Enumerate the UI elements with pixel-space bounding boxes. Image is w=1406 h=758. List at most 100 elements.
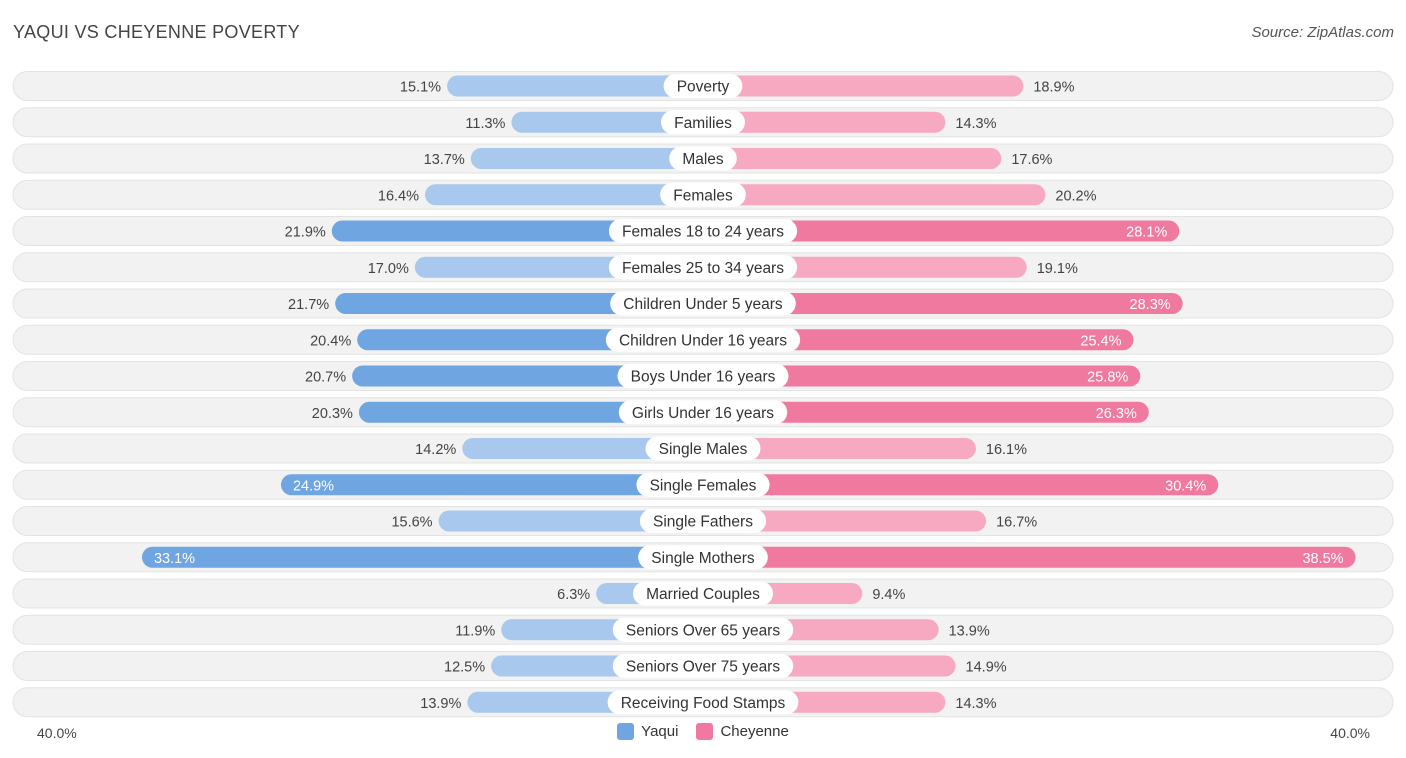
category-label-seniors-over-75-years: Seniors Over 75 years: [626, 659, 780, 676]
chart-title: YAQUI VS CHEYENNE POVERTY: [13, 22, 300, 42]
category-pill-single-males: [645, 436, 761, 461]
value-yaqui-receiving-food-stamps: 13.9%: [420, 696, 461, 712]
bar-cheyenne-boys-under-16-years: [703, 365, 1141, 387]
axis-left-label: 40.0%: [37, 725, 77, 741]
value-yaqui-boys-under-16-years: 20.7%: [305, 370, 346, 386]
bar-cheyenne-females: [703, 184, 1046, 206]
category-label-girls-under-16-years: Girls Under 16 years: [632, 405, 774, 422]
bar-cheyenne-girls-under-16-years: [703, 401, 1149, 423]
category-label-single-fathers: Single Fathers: [653, 514, 753, 531]
value-cheyenne-single-males: 16.1%: [986, 442, 1027, 458]
category-pill-receiving-food-stamps: [607, 690, 799, 715]
bar-yaqui-boys-under-16-years: [352, 365, 703, 387]
value-yaqui-single-females: 24.9%: [293, 478, 334, 494]
bar-yaqui-single-fathers: [438, 510, 703, 532]
category-label-females-18-to-24-years: Females 18 to 24 years: [622, 224, 784, 241]
value-cheyenne-single-females: 30.4%: [1165, 478, 1206, 494]
value-yaqui-females-25-to-34-years: 17.0%: [368, 261, 409, 277]
legend-item-cheyenne[interactable]: Cheyenne: [696, 723, 789, 740]
value-cheyenne-females-25-to-34-years: 19.1%: [1037, 261, 1078, 277]
category-label-boys-under-16-years: Boys Under 16 years: [631, 369, 776, 386]
category-pill-children-under-16-years: [605, 327, 801, 352]
category-pill-boys-under-16-years: [617, 364, 789, 388]
value-cheyenne-poverty: 18.9%: [1033, 80, 1074, 96]
value-yaqui-single-males: 14.2%: [415, 442, 456, 458]
category-pill-families: [661, 110, 745, 135]
value-yaqui-females: 16.4%: [378, 188, 419, 204]
value-yaqui-single-fathers: 15.6%: [391, 515, 432, 531]
legend-label-yaqui: Yaqui: [641, 723, 679, 740]
bar-yaqui-single-females: [280, 474, 703, 496]
category-pill-poverty: [663, 74, 743, 98]
value-cheyenne-single-mothers: 38.5%: [1302, 551, 1343, 567]
bar-cheyenne-families: [703, 111, 946, 133]
bar-cheyenne-females-18-to-24-years: [703, 220, 1180, 242]
category-label-females: Females: [673, 187, 733, 204]
bar-cheyenne-poverty: [703, 75, 1024, 97]
category-pill-children-under-5-years: [610, 291, 796, 316]
category-pill-females-18-to-24-years: [608, 219, 798, 243]
category-label-children-under-5-years: Children Under 5 years: [623, 296, 783, 313]
category-label-females-25-to-34-years: Females 25 to 34 years: [622, 260, 784, 277]
value-yaqui-males: 13.7%: [424, 152, 465, 168]
bar-yaqui-males: [470, 148, 703, 169]
value-cheyenne-married-couples: 9.4%: [872, 587, 905, 603]
bar-yaqui-single-males: [462, 438, 703, 459]
category-pill-single-fathers: [639, 509, 767, 533]
value-cheyenne-females-18-to-24-years: 28.1%: [1126, 225, 1167, 241]
value-cheyenne-females: 20.2%: [1055, 188, 1096, 204]
bar-yaqui-children-under-5-years: [335, 293, 703, 314]
category-pill-married-couples: [633, 581, 773, 606]
bar-chart: 15.1% 18.9% Poverty 11.3% 14.3% Families 13.7%…: [12, 71, 1394, 718]
category-pill-females: [660, 182, 746, 207]
category-pill-males: [669, 146, 737, 171]
value-yaqui-families: 11.3%: [465, 116, 505, 132]
category-label-children-under-16-years: Children Under 16 years: [619, 332, 787, 349]
value-cheyenne-seniors-over-75-years: 14.9%: [966, 660, 1007, 676]
value-yaqui-children-under-16-years: 20.4%: [310, 333, 351, 349]
category-label-married-couples: Married Couples: [646, 586, 760, 603]
legend-swatch-yaqui: [617, 723, 635, 740]
category-pill-single-mothers: [638, 545, 768, 570]
category-pill-females-25-to-34-years: [608, 255, 798, 280]
category-label-single-females: Single Females: [650, 477, 757, 494]
value-yaqui-children-under-5-years: 21.7%: [288, 297, 329, 313]
bar-cheyenne-children-under-5-years: [703, 293, 1183, 314]
value-yaqui-girls-under-16-years: 20.3%: [312, 406, 353, 422]
category-pill-single-females: [636, 472, 770, 497]
category-label-males: Males: [682, 151, 724, 168]
bar-yaqui-females: [425, 184, 703, 206]
value-yaqui-seniors-over-75-years: 12.5%: [444, 660, 485, 676]
axis-right-label: 40.0%: [1330, 725, 1370, 741]
legend-swatch-cheyenne: [696, 723, 714, 740]
category-label-families: Families: [674, 115, 732, 132]
value-cheyenne-children-under-16-years: 25.4%: [1080, 333, 1121, 349]
bar-cheyenne-single-fathers: [703, 510, 987, 532]
value-yaqui-females-18-to-24-years: 21.9%: [285, 225, 326, 241]
value-cheyenne-receiving-food-stamps: 14.3%: [955, 696, 996, 712]
bar-cheyenne-single-mothers: [703, 546, 1356, 568]
value-cheyenne-families: 14.3%: [955, 116, 996, 132]
value-yaqui-single-mothers: 33.1%: [154, 551, 195, 567]
value-yaqui-married-couples: 6.3%: [557, 587, 590, 603]
category-pill-seniors-over-65-years: [612, 617, 794, 642]
value-cheyenne-males: 17.6%: [1011, 152, 1052, 168]
category-label-seniors-over-65-years: Seniors Over 65 years: [626, 622, 780, 639]
value-yaqui-poverty: 15.1%: [400, 80, 441, 96]
bar-cheyenne-single-males: [703, 438, 976, 459]
category-label-single-mothers: Single Mothers: [651, 550, 755, 567]
source-label: Source: ZipAtlas.com: [1251, 24, 1394, 41]
value-cheyenne-girls-under-16-years: 26.3%: [1096, 406, 1137, 422]
category-label-single-males: Single Males: [659, 441, 748, 458]
legend-item-yaqui[interactable]: Yaqui: [617, 723, 678, 740]
legend-label-cheyenne: Cheyenne: [720, 723, 789, 740]
bar-yaqui-girls-under-16-years: [358, 401, 703, 423]
category-label-poverty: Poverty: [677, 79, 730, 96]
category-label-receiving-food-stamps: Receiving Food Stamps: [621, 695, 786, 712]
legend: Yaqui Cheyenne: [0, 723, 1406, 740]
bar-yaqui-poverty: [447, 75, 703, 97]
value-cheyenne-children-under-5-years: 28.3%: [1130, 297, 1171, 313]
value-yaqui-seniors-over-65-years: 11.9%: [455, 623, 495, 639]
bar-cheyenne-single-females: [703, 474, 1219, 496]
bar-cheyenne-children-under-16-years: [703, 329, 1134, 351]
